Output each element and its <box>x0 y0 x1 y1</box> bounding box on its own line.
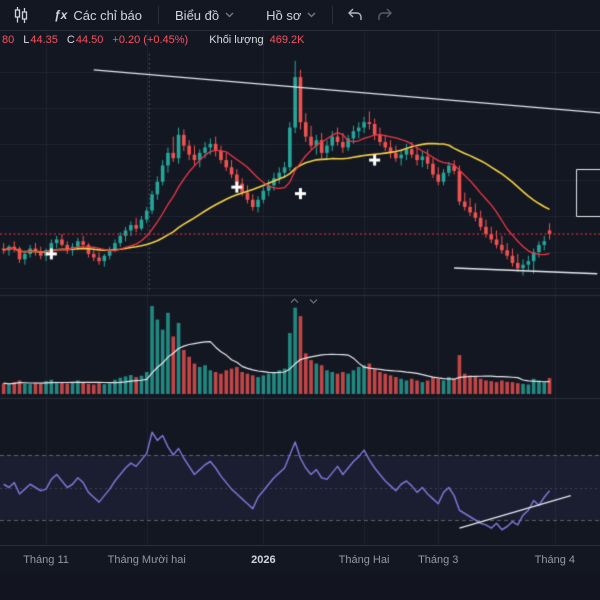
chart-type-dropdown[interactable]: Biểu đồ <box>167 3 242 28</box>
low-value: 44.35 <box>30 34 58 46</box>
time-axis-label: Tháng 4 <box>534 554 576 566</box>
volume-label: Khối lượng <box>209 34 264 46</box>
low-label: L <box>23 34 30 46</box>
profile-dropdown[interactable]: Hồ sơ <box>258 3 324 28</box>
time-axis-label: 2026 <box>251 554 276 566</box>
redo-button[interactable] <box>371 3 399 27</box>
time-axis-label: Tháng 3 <box>418 554 459 566</box>
pane-move-up-icon[interactable] <box>289 296 300 306</box>
close-label: C <box>66 34 75 46</box>
volume-value: 469.2K <box>269 34 305 46</box>
change-value: +0.20 (+0.45%) <box>112 34 189 46</box>
undo-icon <box>348 8 363 20</box>
candlestick-icon <box>14 7 28 23</box>
profile-label: Hồ sơ <box>266 7 302 23</box>
close-value: 44.50 <box>75 34 104 46</box>
ohlc-legend: 80 L44.35 C44.50 +0.20 (+0.45%) Khối lượ… <box>2 34 304 46</box>
time-axis[interactable]: Tháng 11 Tháng Mười hai 2026 Tháng Hai Tháng… <box>0 545 600 573</box>
time-axis-label: Tháng 11 <box>23 554 69 566</box>
high-value: 80 <box>2 34 15 46</box>
chevron-down-icon <box>225 12 234 18</box>
time-axis-label: Tháng Mười hai <box>107 554 186 566</box>
chart-style-button[interactable] <box>6 1 36 29</box>
undo-button[interactable] <box>341 3 369 27</box>
toolbar-separator <box>332 6 334 24</box>
volume-pane-controls <box>289 296 319 306</box>
fx-icon: ƒx <box>54 8 68 22</box>
chart-type-label: Biểu đồ <box>175 7 220 23</box>
pane-move-down-icon[interactable] <box>308 296 319 306</box>
close-item: C44.50 <box>67 34 103 46</box>
bottom-strip <box>0 573 600 600</box>
chart-canvas[interactable] <box>0 31 600 545</box>
low-item: L44.35 <box>23 34 58 46</box>
toolbar-separator <box>158 6 160 24</box>
top-toolbar: ƒx Các chỉ báo Biểu đồ Hồ sơ <box>0 0 600 31</box>
redo-icon <box>378 8 393 20</box>
time-axis-label: Tháng Hai <box>338 554 390 566</box>
indicators-label: Các chỉ báo <box>73 7 143 23</box>
chevron-down-icon <box>307 12 316 18</box>
indicators-button[interactable]: ƒx Các chỉ báo <box>46 3 150 28</box>
